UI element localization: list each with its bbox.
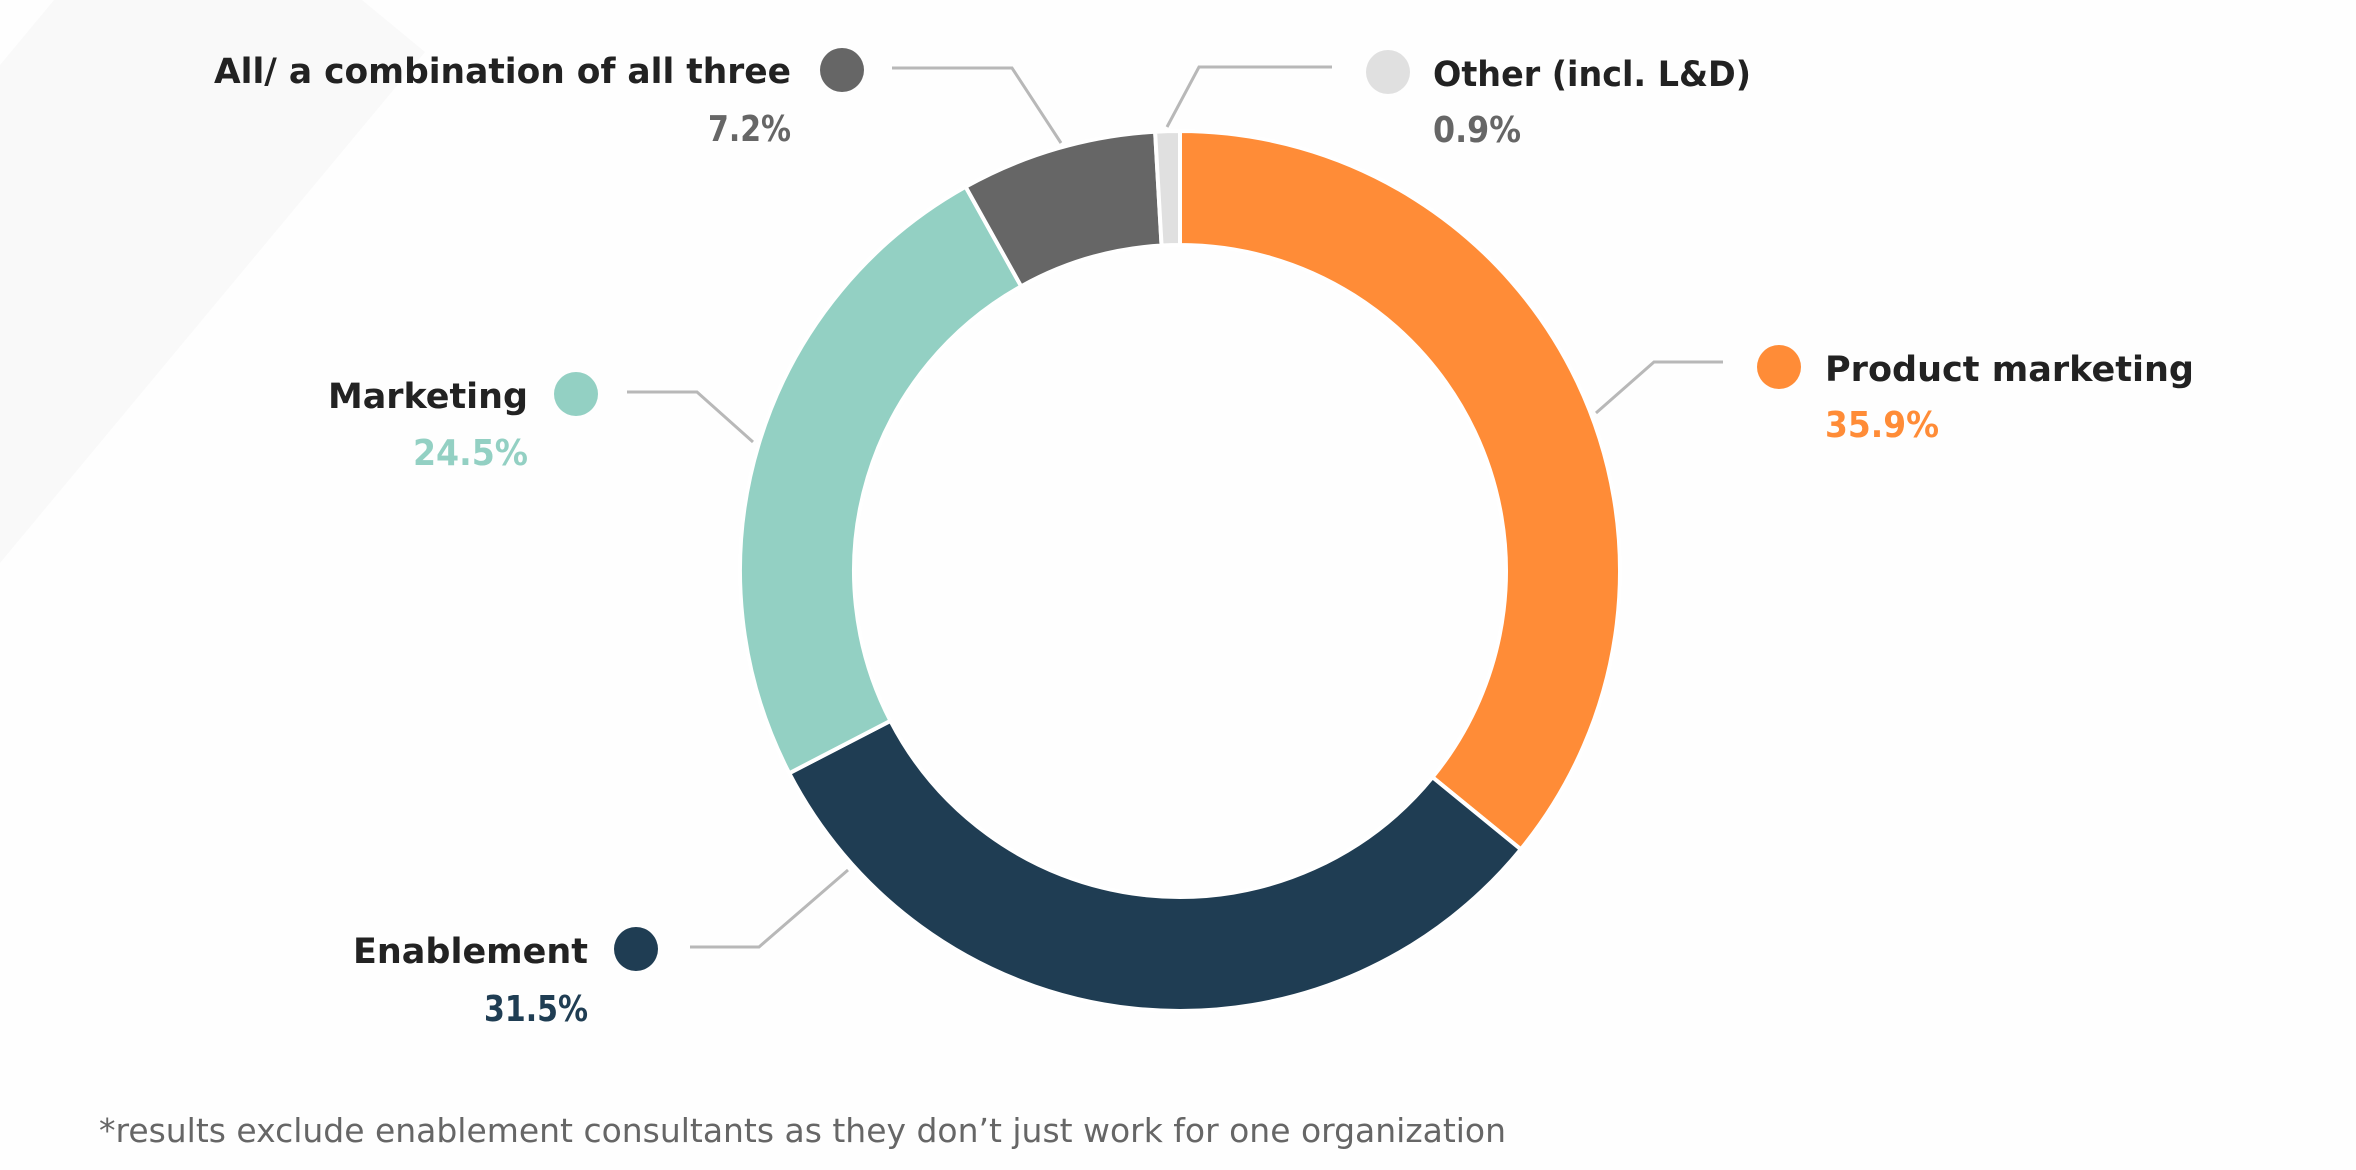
leader-line-other xyxy=(1165,65,1332,128)
label-all-three: All/ a combination of all three xyxy=(214,52,791,92)
callout-enablement: Enablement 31.5% xyxy=(353,868,849,1030)
leader-line-product-marketing xyxy=(1595,360,1723,415)
callout-marketing: Marketing 24.5% xyxy=(328,372,754,474)
value-product-marketing: 35.9% xyxy=(1825,405,1939,446)
donut-slices xyxy=(738,128,1622,1013)
leader-line-marketing xyxy=(627,390,754,444)
leader-line-enablement xyxy=(690,868,849,949)
footnote: *results exclude enablement consultants … xyxy=(99,1111,1506,1150)
callout-other: Other (incl. L&D) 0.9% xyxy=(1165,50,1751,151)
value-enablement: 31.5% xyxy=(484,989,588,1030)
label-marketing: Marketing xyxy=(328,377,528,417)
label-other: Other (incl. L&D) xyxy=(1433,55,1751,95)
value-marketing: 24.5% xyxy=(413,433,528,474)
background-shape xyxy=(0,0,425,563)
legend-dot-other xyxy=(1366,50,1410,94)
leader-line-all-three xyxy=(892,66,1063,144)
label-enablement: Enablement xyxy=(353,932,588,972)
legend-dot-marketing xyxy=(554,372,598,416)
slice-enablement xyxy=(786,718,1524,1013)
slice-marketing xyxy=(738,184,1024,776)
value-other: 0.9% xyxy=(1433,110,1521,151)
legend-dot-product-marketing xyxy=(1757,345,1801,389)
callout-product-marketing: Product marketing 35.9% xyxy=(1595,345,2194,446)
slice-other xyxy=(1153,128,1182,248)
slice-product-marketing xyxy=(1178,128,1622,853)
legend-dot-enablement xyxy=(614,927,658,971)
value-all-three: 7.2% xyxy=(708,109,791,150)
legend-dot-all-three xyxy=(820,48,864,92)
label-product-marketing: Product marketing xyxy=(1825,350,2194,390)
callout-all-three: All/ a combination of all three 7.2% xyxy=(214,48,1063,150)
